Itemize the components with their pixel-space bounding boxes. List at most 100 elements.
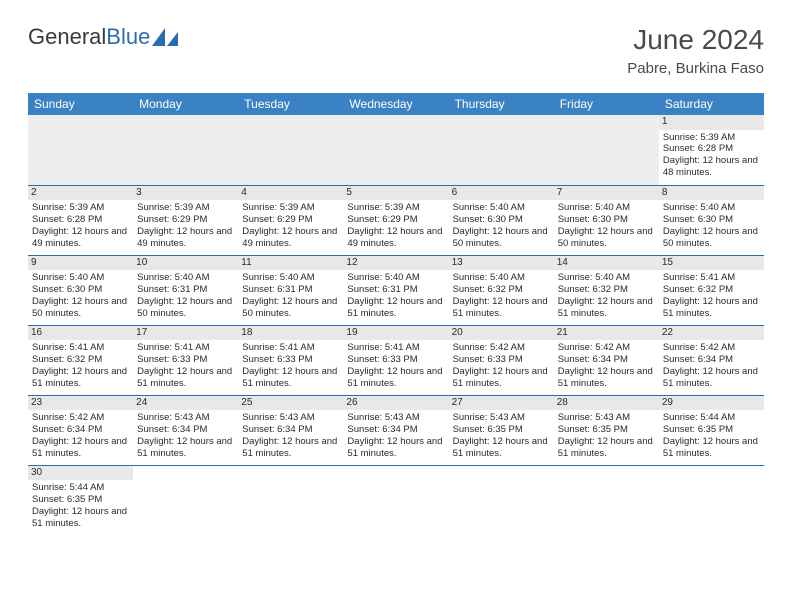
weekday-header: Saturday bbox=[659, 93, 764, 115]
daylight-line: Daylight: 12 hours and 49 minutes. bbox=[242, 226, 339, 250]
day-number: 2 bbox=[28, 186, 133, 201]
sunrise-line: Sunrise: 5:40 AM bbox=[558, 202, 655, 214]
daylight-line: Daylight: 12 hours and 51 minutes. bbox=[347, 296, 444, 320]
calendar-row: 30Sunrise: 5:44 AMSunset: 6:35 PMDayligh… bbox=[28, 465, 764, 535]
calendar-cell: 19Sunrise: 5:41 AMSunset: 6:33 PMDayligh… bbox=[343, 325, 448, 395]
calendar-cell: 15Sunrise: 5:41 AMSunset: 6:32 PMDayligh… bbox=[659, 255, 764, 325]
sunset-line: Sunset: 6:29 PM bbox=[347, 214, 444, 226]
daylight-line: Daylight: 12 hours and 51 minutes. bbox=[347, 366, 444, 390]
weekday-header: Sunday bbox=[28, 93, 133, 115]
weekday-header: Wednesday bbox=[343, 93, 448, 115]
calendar-cell bbox=[238, 115, 343, 185]
day-number: 26 bbox=[343, 396, 448, 411]
day-number: 19 bbox=[343, 326, 448, 341]
daylight-line: Daylight: 12 hours and 51 minutes. bbox=[453, 296, 550, 320]
sunset-line: Sunset: 6:30 PM bbox=[663, 214, 760, 226]
sunset-line: Sunset: 6:34 PM bbox=[558, 354, 655, 366]
day-number: 9 bbox=[28, 256, 133, 271]
daylight-line: Daylight: 12 hours and 49 minutes. bbox=[32, 226, 129, 250]
sunrise-line: Sunrise: 5:43 AM bbox=[137, 412, 234, 424]
calendar-cell bbox=[554, 465, 659, 535]
daylight-line: Daylight: 12 hours and 51 minutes. bbox=[242, 436, 339, 460]
calendar-cell: 17Sunrise: 5:41 AMSunset: 6:33 PMDayligh… bbox=[133, 325, 238, 395]
calendar-cell: 5Sunrise: 5:39 AMSunset: 6:29 PMDaylight… bbox=[343, 185, 448, 255]
day-number: 7 bbox=[554, 186, 659, 201]
sunset-line: Sunset: 6:32 PM bbox=[558, 284, 655, 296]
day-number: 18 bbox=[238, 326, 343, 341]
calendar-cell bbox=[659, 465, 764, 535]
sunrise-line: Sunrise: 5:43 AM bbox=[453, 412, 550, 424]
sunrise-line: Sunrise: 5:40 AM bbox=[453, 272, 550, 284]
calendar-cell: 24Sunrise: 5:43 AMSunset: 6:34 PMDayligh… bbox=[133, 395, 238, 465]
sunset-line: Sunset: 6:33 PM bbox=[453, 354, 550, 366]
day-number: 12 bbox=[343, 256, 448, 271]
daylight-line: Daylight: 12 hours and 51 minutes. bbox=[137, 436, 234, 460]
sunset-line: Sunset: 6:32 PM bbox=[453, 284, 550, 296]
sunset-line: Sunset: 6:28 PM bbox=[663, 143, 760, 155]
daylight-line: Daylight: 12 hours and 51 minutes. bbox=[663, 436, 760, 460]
calendar-cell: 9Sunrise: 5:40 AMSunset: 6:30 PMDaylight… bbox=[28, 255, 133, 325]
daylight-line: Daylight: 12 hours and 50 minutes. bbox=[137, 296, 234, 320]
daylight-line: Daylight: 12 hours and 51 minutes. bbox=[558, 436, 655, 460]
day-number: 16 bbox=[28, 326, 133, 341]
sunrise-line: Sunrise: 5:42 AM bbox=[453, 342, 550, 354]
sunset-line: Sunset: 6:34 PM bbox=[32, 424, 129, 436]
weekday-header: Monday bbox=[133, 93, 238, 115]
daylight-line: Daylight: 12 hours and 51 minutes. bbox=[558, 296, 655, 320]
sunrise-line: Sunrise: 5:39 AM bbox=[32, 202, 129, 214]
calendar-row: 2Sunrise: 5:39 AMSunset: 6:28 PMDaylight… bbox=[28, 185, 764, 255]
sunrise-line: Sunrise: 5:41 AM bbox=[347, 342, 444, 354]
calendar-cell: 26Sunrise: 5:43 AMSunset: 6:34 PMDayligh… bbox=[343, 395, 448, 465]
sunrise-line: Sunrise: 5:43 AM bbox=[347, 412, 444, 424]
header: GeneralBlue June 2024 Pabre, Burkina Fas… bbox=[28, 24, 764, 77]
daylight-line: Daylight: 12 hours and 51 minutes. bbox=[32, 366, 129, 390]
calendar-cell: 29Sunrise: 5:44 AMSunset: 6:35 PMDayligh… bbox=[659, 395, 764, 465]
sunrise-line: Sunrise: 5:39 AM bbox=[242, 202, 339, 214]
day-number: 22 bbox=[659, 326, 764, 341]
calendar-cell: 6Sunrise: 5:40 AMSunset: 6:30 PMDaylight… bbox=[449, 185, 554, 255]
location: Pabre, Burkina Faso bbox=[627, 60, 764, 77]
sunset-line: Sunset: 6:35 PM bbox=[32, 494, 129, 506]
title-block: June 2024 Pabre, Burkina Faso bbox=[627, 24, 764, 77]
daylight-line: Daylight: 12 hours and 51 minutes. bbox=[663, 366, 760, 390]
sunrise-line: Sunrise: 5:44 AM bbox=[663, 412, 760, 424]
calendar-cell bbox=[238, 465, 343, 535]
calendar-cell bbox=[449, 465, 554, 535]
sunset-line: Sunset: 6:35 PM bbox=[663, 424, 760, 436]
sunset-line: Sunset: 6:34 PM bbox=[347, 424, 444, 436]
calendar-cell bbox=[133, 115, 238, 185]
sunset-line: Sunset: 6:33 PM bbox=[242, 354, 339, 366]
daylight-line: Daylight: 12 hours and 51 minutes. bbox=[32, 436, 129, 460]
sunrise-line: Sunrise: 5:39 AM bbox=[137, 202, 234, 214]
daylight-line: Daylight: 12 hours and 51 minutes. bbox=[453, 436, 550, 460]
day-number: 23 bbox=[28, 396, 133, 411]
day-number: 20 bbox=[449, 326, 554, 341]
daylight-line: Daylight: 12 hours and 51 minutes. bbox=[137, 366, 234, 390]
daylight-line: Daylight: 12 hours and 51 minutes. bbox=[558, 366, 655, 390]
day-number: 6 bbox=[449, 186, 554, 201]
calendar-cell: 4Sunrise: 5:39 AMSunset: 6:29 PMDaylight… bbox=[238, 185, 343, 255]
day-number: 27 bbox=[449, 396, 554, 411]
calendar-row: 16Sunrise: 5:41 AMSunset: 6:32 PMDayligh… bbox=[28, 325, 764, 395]
daylight-line: Daylight: 12 hours and 49 minutes. bbox=[347, 226, 444, 250]
calendar-cell: 23Sunrise: 5:42 AMSunset: 6:34 PMDayligh… bbox=[28, 395, 133, 465]
sunset-line: Sunset: 6:34 PM bbox=[242, 424, 339, 436]
sunrise-line: Sunrise: 5:41 AM bbox=[137, 342, 234, 354]
sunrise-line: Sunrise: 5:39 AM bbox=[663, 132, 760, 144]
sunrise-line: Sunrise: 5:40 AM bbox=[453, 202, 550, 214]
day-number: 3 bbox=[133, 186, 238, 201]
daylight-line: Daylight: 12 hours and 51 minutes. bbox=[453, 366, 550, 390]
logo-sail-icon bbox=[152, 28, 178, 46]
sunrise-line: Sunrise: 5:41 AM bbox=[32, 342, 129, 354]
day-number: 13 bbox=[449, 256, 554, 271]
logo-word2: Blue bbox=[106, 24, 150, 49]
month-title: June 2024 bbox=[627, 24, 764, 56]
sunset-line: Sunset: 6:35 PM bbox=[453, 424, 550, 436]
calendar-cell: 14Sunrise: 5:40 AMSunset: 6:32 PMDayligh… bbox=[554, 255, 659, 325]
sunrise-line: Sunrise: 5:40 AM bbox=[663, 202, 760, 214]
day-number: 15 bbox=[659, 256, 764, 271]
weekday-header: Thursday bbox=[449, 93, 554, 115]
daylight-line: Daylight: 12 hours and 51 minutes. bbox=[663, 296, 760, 320]
logo: GeneralBlue bbox=[28, 24, 178, 50]
sunset-line: Sunset: 6:33 PM bbox=[137, 354, 234, 366]
